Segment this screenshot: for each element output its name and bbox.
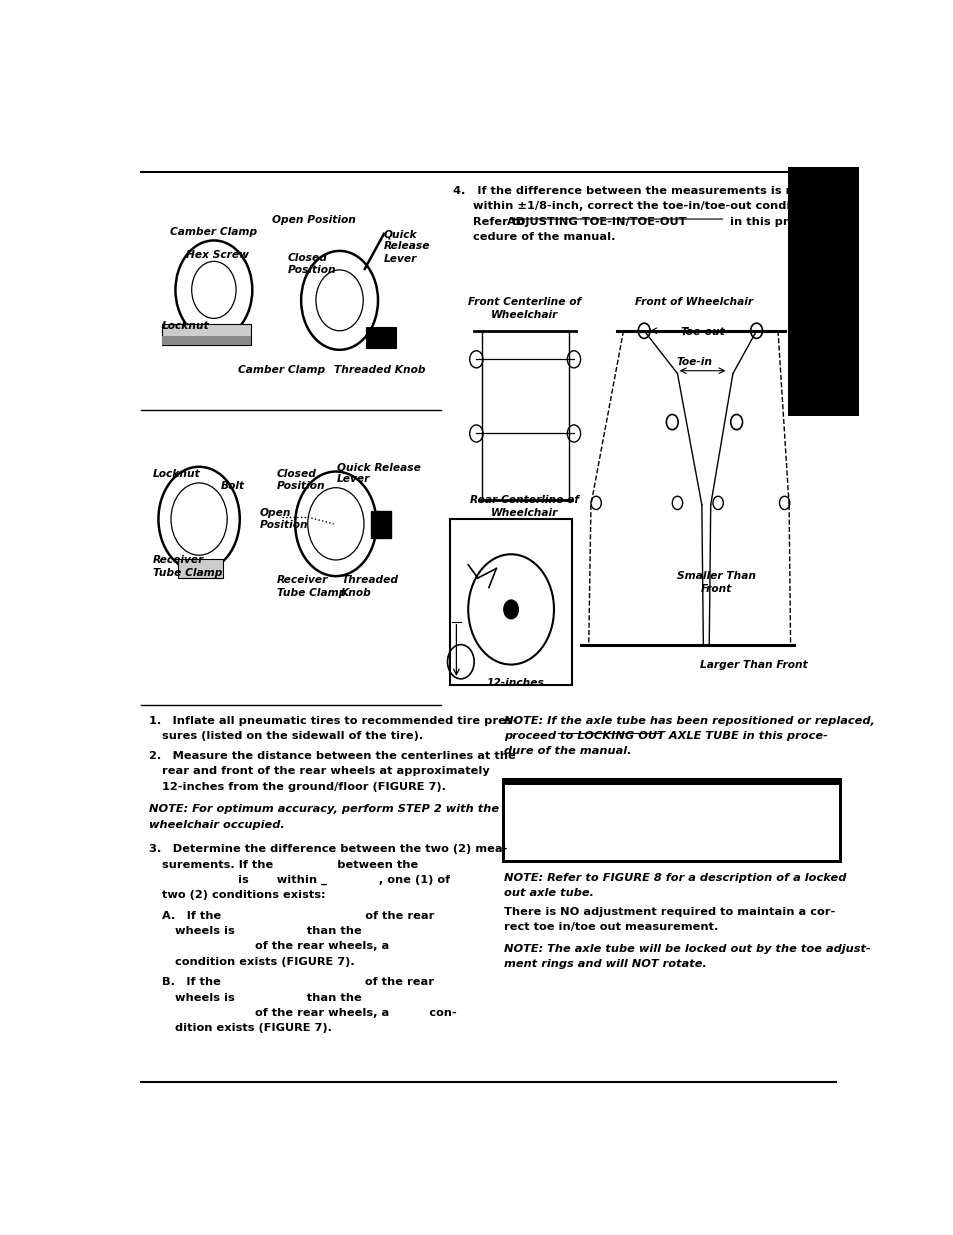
Text: Locknut: Locknut	[153, 468, 201, 479]
Text: Smaller Than
Front: Smaller Than Front	[677, 572, 756, 594]
Text: Threaded
Knob: Threaded Knob	[341, 576, 397, 598]
Text: Camber Clamp: Camber Clamp	[170, 227, 256, 237]
Text: surements. If the                between the: surements. If the between the	[162, 860, 418, 869]
Bar	[449, 519, 571, 685]
Bar	[162, 324, 251, 345]
Circle shape	[712, 496, 722, 510]
Text: Toe-out: Toe-out	[680, 327, 725, 337]
Text: is       within _             , one (1) of: is within _ , one (1) of	[162, 874, 450, 885]
Circle shape	[665, 415, 678, 430]
Text: Threaded Knob: Threaded Knob	[334, 366, 425, 375]
Text: Front Centerline of
Wheelchair: Front Centerline of Wheelchair	[467, 298, 580, 320]
Bar	[501, 778, 841, 863]
Text: ADJUSTING TOE-IN/TOE-OUT: ADJUSTING TOE-IN/TOE-OUT	[506, 216, 685, 227]
Text: rect toe in/toe out measurement.: rect toe in/toe out measurement.	[503, 923, 718, 932]
Text: two (2) conditions exists:: two (2) conditions exists:	[162, 890, 325, 900]
Text: Refer to: Refer to	[453, 216, 529, 227]
Bar	[178, 559, 222, 578]
Text: Quick Release
Lever: Quick Release Lever	[336, 462, 420, 484]
Circle shape	[590, 496, 600, 510]
Text: wheels is                  than the: wheels is than the	[174, 926, 361, 936]
Text: wheels is                  than the: wheels is than the	[174, 993, 361, 1003]
Text: Locknut: Locknut	[161, 321, 209, 331]
Text: sures (listed on the sidewall of the tire).: sures (listed on the sidewall of the tir…	[162, 731, 423, 741]
Text: in this pro-: in this pro-	[724, 216, 800, 227]
Text: B. If the                                    of the rear: B. If the of the rear	[162, 977, 434, 988]
Text: of the rear wheels, a: of the rear wheels, a	[174, 941, 389, 951]
Text: out axle tube.: out axle tube.	[503, 888, 593, 898]
Circle shape	[672, 496, 682, 510]
Text: cedure of the manual.: cedure of the manual.	[453, 232, 616, 242]
Text: condition exists (FIGURE 7).: condition exists (FIGURE 7).	[174, 957, 355, 967]
Text: Front of Wheelchair: Front of Wheelchair	[635, 298, 753, 308]
Bar	[505, 785, 839, 860]
Text: Toe-in: Toe-in	[676, 357, 712, 367]
Text: A. If the                                    of the rear: A. If the of the rear	[162, 911, 434, 921]
Text: Closed
Position: Closed Position	[276, 468, 325, 492]
Text: wheelchair occupied.: wheelchair occupied.	[149, 820, 284, 830]
Text: There is NO adjustment required to maintain a cor-: There is NO adjustment required to maint…	[503, 906, 834, 918]
Bar	[366, 327, 395, 348]
Text: Rear Centerline of
Wheelchair: Rear Centerline of Wheelchair	[470, 495, 578, 517]
Text: Camber Clamp: Camber Clamp	[237, 366, 324, 375]
Circle shape	[750, 324, 761, 338]
Text: 2. Measure the distance between the centerlines at the: 2. Measure the distance between the cent…	[149, 751, 515, 761]
Circle shape	[638, 324, 649, 338]
Text: 4.   If the difference between the measurements is not: 4. If the difference between the measure…	[453, 186, 806, 196]
Bar	[162, 336, 251, 345]
Text: dition exists (FIGURE 7).: dition exists (FIGURE 7).	[174, 1023, 332, 1032]
Text: Bolt: Bolt	[221, 482, 245, 492]
Circle shape	[730, 415, 741, 430]
Text: Larger Than Front: Larger Than Front	[699, 659, 806, 669]
Text: 12-inches: 12-inches	[486, 678, 544, 688]
Text: 12-inches from the ground/floor (FIGURE 7).: 12-inches from the ground/floor (FIGURE …	[162, 782, 446, 792]
Text: Open
Position: Open Position	[259, 508, 308, 530]
Text: NOTE: The axle tube will be locked out by the toe adjust-: NOTE: The axle tube will be locked out b…	[503, 944, 869, 955]
Circle shape	[503, 600, 518, 619]
Text: Open Position: Open Position	[272, 215, 355, 225]
Text: Hex Screw: Hex Screw	[186, 249, 249, 259]
Text: 3. Determine the difference between the two (2) mea-: 3. Determine the difference between the …	[149, 845, 507, 855]
Text: ment rings and will NOT rotate.: ment rings and will NOT rotate.	[503, 960, 706, 969]
Text: Receiver
Tube Clamp: Receiver Tube Clamp	[153, 556, 222, 578]
Text: of the rear wheels, a          con-: of the rear wheels, a con-	[174, 1008, 456, 1018]
Text: dure of the manual.: dure of the manual.	[503, 746, 631, 756]
Bar	[787, 167, 858, 416]
Text: Quick
Release
Lever: Quick Release Lever	[383, 228, 430, 264]
Text: NOTE: Refer to FIGURE 8 for a description of a locked: NOTE: Refer to FIGURE 8 for a descriptio…	[503, 873, 845, 883]
Bar	[370, 511, 391, 538]
Text: NOTE: If the axle tube has been repositioned or replaced,: NOTE: If the axle tube has been repositi…	[503, 716, 874, 726]
Text: within ±1/8-inch, correct the toe-in/toe-out condition.: within ±1/8-inch, correct the toe-in/toe…	[453, 201, 820, 211]
Circle shape	[779, 496, 789, 510]
Text: Closed
Position: Closed Position	[288, 253, 336, 275]
Text: proceed to LOCKING OUT AXLE TUBE in this proce-: proceed to LOCKING OUT AXLE TUBE in this…	[503, 731, 826, 741]
Text: Receiver
Tube Clamp: Receiver Tube Clamp	[276, 576, 346, 598]
Text: NOTE: For optimum accuracy, perform STEP 2 with the: NOTE: For optimum accuracy, perform STEP…	[149, 804, 498, 814]
Text: rear and front of the rear wheels at approximately: rear and front of the rear wheels at app…	[162, 766, 490, 777]
Text: 1. Inflate all pneumatic tires to recommended tire pres-: 1. Inflate all pneumatic tires to recomm…	[149, 716, 517, 726]
